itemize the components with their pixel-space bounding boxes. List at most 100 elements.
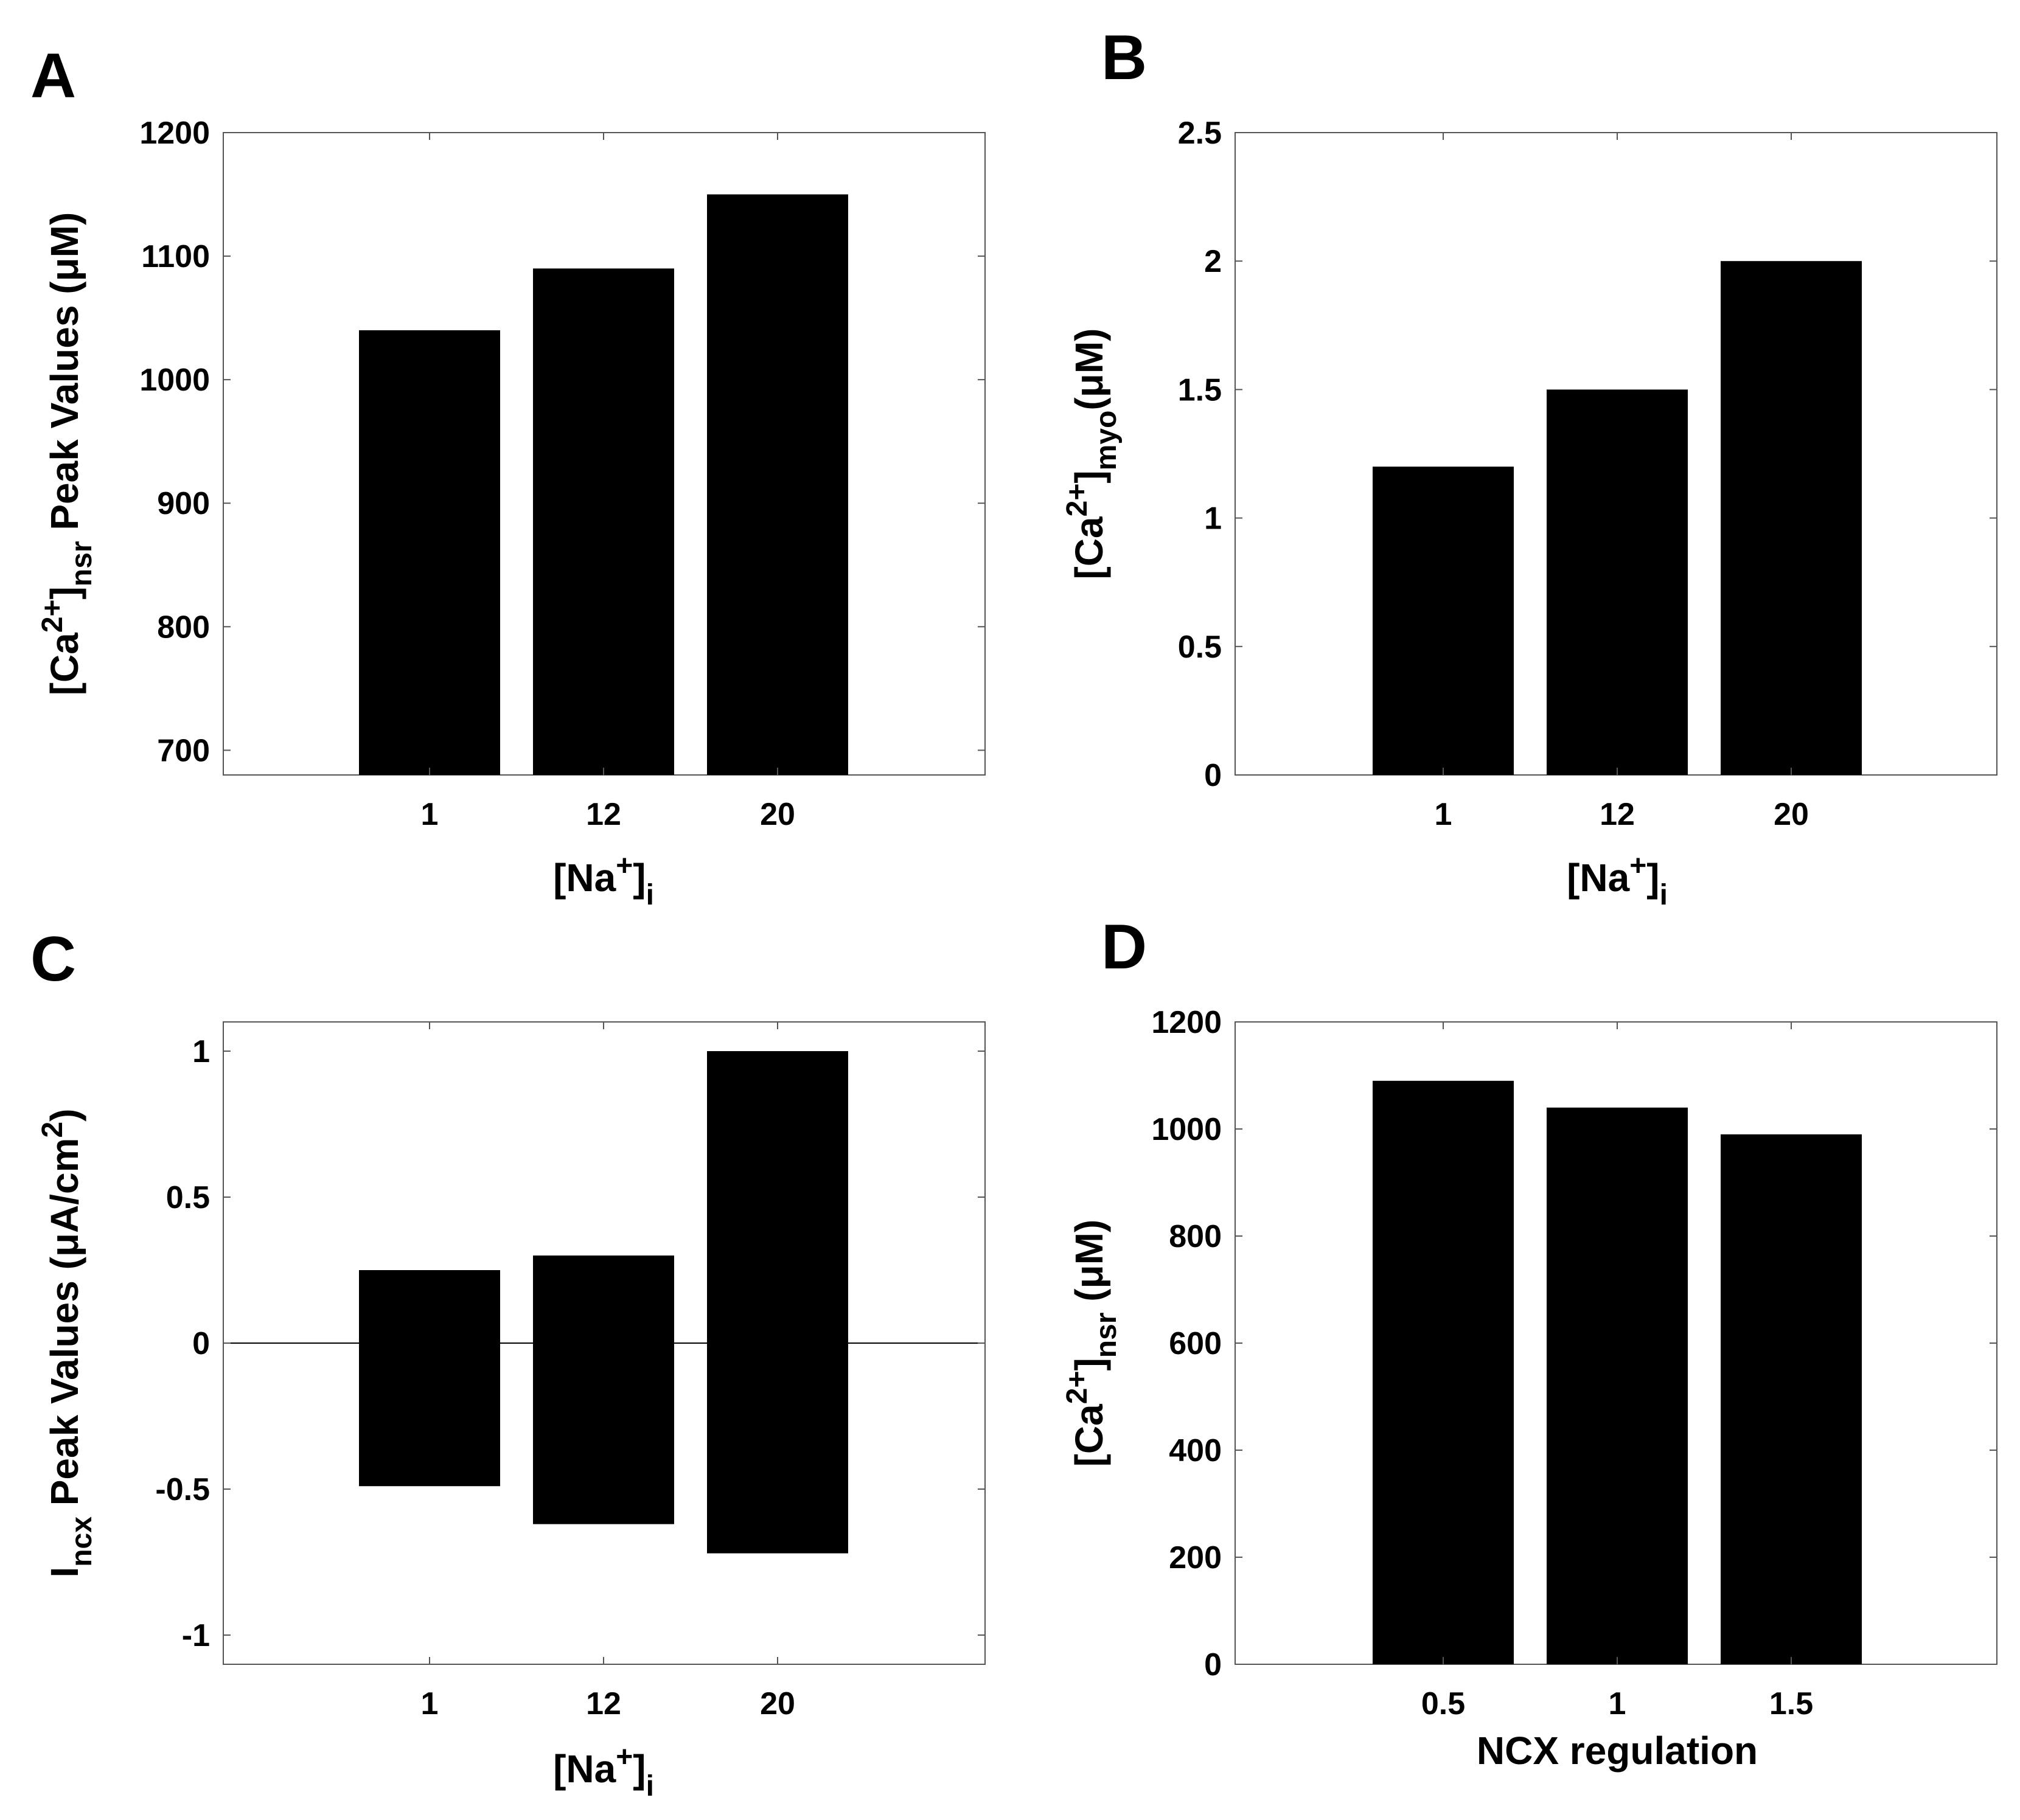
- x-tick-label: 1: [1435, 797, 1452, 832]
- bar: [1721, 1134, 1862, 1664]
- y-tick-label: 700: [157, 733, 210, 768]
- y-label-pre: I: [43, 1567, 86, 1578]
- y-label-sup: 2+: [1061, 1371, 1093, 1405]
- x-axis-label: [Na+]i: [553, 850, 654, 911]
- x-axis-label: [Na+]i: [1567, 850, 1668, 911]
- bar: [533, 268, 674, 775]
- bar: [707, 1343, 848, 1554]
- x-tick-label: 20: [1774, 797, 1809, 832]
- x-tick-label: 20: [760, 797, 795, 832]
- x-label-main: [Na: [1567, 856, 1630, 900]
- y-tick-label: 600: [1169, 1326, 1222, 1361]
- panel-letter: D: [1101, 912, 1147, 982]
- x-label-sup: +: [616, 1741, 633, 1773]
- y-tick-label: 800: [1169, 1219, 1222, 1254]
- y-tick-label: 0.5: [1178, 630, 1222, 665]
- y-tick-label: 0: [1204, 1647, 1222, 1683]
- panel-b: B00.511.522.51 12 20[Na+]i[Ca2+]myo(μM): [1061, 23, 1997, 911]
- y-label-post: Peak Values (: [43, 281, 86, 541]
- y-axis-label: Incx Peak Values (μA/cm2): [37, 1108, 98, 1577]
- y-tick-label: 1000: [1151, 1112, 1222, 1147]
- y-label-post: (: [1067, 397, 1111, 411]
- x-tick-label: 1: [421, 797, 439, 832]
- y-tick-label: 1100: [141, 239, 210, 274]
- y-tick-label: 1200: [139, 116, 210, 151]
- bar: [707, 1051, 848, 1343]
- y-label-post: (: [1067, 1288, 1111, 1313]
- y-tick-label: 1.5: [1178, 372, 1222, 408]
- y-label-close: ): [43, 1108, 86, 1121]
- x-label-main: NCX regulation: [1477, 1729, 1758, 1773]
- y-axis-label: [Ca2+]nsr (μM): [1061, 1220, 1123, 1467]
- x-tick-label: 1: [421, 1686, 439, 1721]
- y-label-close: ]: [1067, 470, 1111, 483]
- y-tick-label: 400: [1169, 1433, 1222, 1468]
- y-tick-label: 900: [157, 486, 210, 521]
- y-label-mu: μ: [1067, 373, 1111, 397]
- bar: [359, 1343, 500, 1487]
- y-tick-label: 1200: [1151, 1005, 1222, 1040]
- panel-letter: B: [1101, 23, 1147, 93]
- bar: [533, 1343, 674, 1524]
- y-label-mu: μ: [1067, 1265, 1111, 1288]
- y-label-unit: M): [1067, 328, 1111, 374]
- x-tick-label: 0.5: [1421, 1686, 1465, 1721]
- bar: [707, 194, 848, 775]
- y-tick-label: 2.5: [1178, 116, 1222, 151]
- y-label-unit: M): [1067, 1220, 1111, 1265]
- y-label-pre: [Ca: [43, 633, 86, 696]
- bar: [359, 1270, 500, 1343]
- bar: [1547, 1107, 1688, 1664]
- x-label-close: ]: [633, 856, 646, 900]
- y-label-unit: A/cm: [43, 1138, 86, 1233]
- x-tick-label: 20: [760, 1686, 795, 1721]
- y-axis-label: [Ca2+]nsr Peak Values (μM): [37, 212, 98, 696]
- y-label-sub: myo: [1090, 411, 1123, 471]
- bar: [533, 1256, 674, 1343]
- x-label-main: [Na: [553, 1747, 616, 1791]
- y-label-unit: M): [43, 212, 86, 258]
- x-label-close: ]: [633, 1747, 646, 1791]
- bar: [1373, 1080, 1514, 1664]
- x-axis-label: [Na+]i: [553, 1741, 654, 1802]
- panel-letter: C: [30, 924, 76, 995]
- x-label-sup: +: [1629, 850, 1646, 882]
- y-label-mu: μ: [43, 257, 86, 281]
- x-label-sub: i: [646, 1770, 654, 1802]
- x-label-main: [Na: [553, 856, 616, 900]
- y-tick-label: 1000: [139, 363, 210, 398]
- y-tick-label: 1: [1204, 501, 1222, 537]
- y-tick-label: -1: [182, 1618, 210, 1653]
- y-tick-label: -0.5: [155, 1472, 210, 1507]
- panel-letter: A: [30, 41, 76, 111]
- bar: [1547, 389, 1688, 775]
- x-tick-label: 12: [586, 797, 621, 832]
- y-tick-label: 0.5: [166, 1180, 210, 1215]
- y-axis-label: [Ca2+]myo(μM): [1061, 328, 1123, 580]
- y-label-sub: nsr: [66, 541, 98, 586]
- y-label-post: Peak Values (: [43, 1256, 86, 1516]
- x-label-sup: +: [616, 850, 633, 882]
- bar: [359, 330, 500, 775]
- y-tick-label: 0: [1204, 758, 1222, 793]
- x-tick-label: 1.5: [1769, 1686, 1813, 1721]
- y-tick-label: 200: [1169, 1540, 1222, 1575]
- y-label-sub: ncx: [66, 1516, 98, 1567]
- y-label-pre: [Ca: [1067, 1404, 1111, 1467]
- y-tick-label: 800: [157, 610, 210, 645]
- y-label-sub: nsr: [1090, 1313, 1123, 1358]
- y-label-sup: 2+: [1061, 484, 1093, 517]
- y-label-sup: 2: [37, 1122, 69, 1138]
- x-axis-label: NCX regulation: [1477, 1729, 1758, 1773]
- y-label-close: ]: [1067, 1358, 1111, 1370]
- x-label-close: ]: [1646, 856, 1659, 900]
- x-tick-label: 12: [1600, 797, 1635, 832]
- y-label-pre: [Ca: [1067, 516, 1111, 580]
- panel-c: C -1 -0.5 0 0.5 1 1 12 20 [Na+]i Incx Peak Values …: [30, 924, 986, 1802]
- panel-d: D 0 200 400 600 800 1000 1200 0.5 1 1.5 NCX regulat…: [1061, 912, 1997, 1773]
- y-label-sup: 2+: [37, 599, 69, 633]
- x-label-sub: i: [1660, 879, 1668, 911]
- y-label-mu: μ: [43, 1233, 86, 1257]
